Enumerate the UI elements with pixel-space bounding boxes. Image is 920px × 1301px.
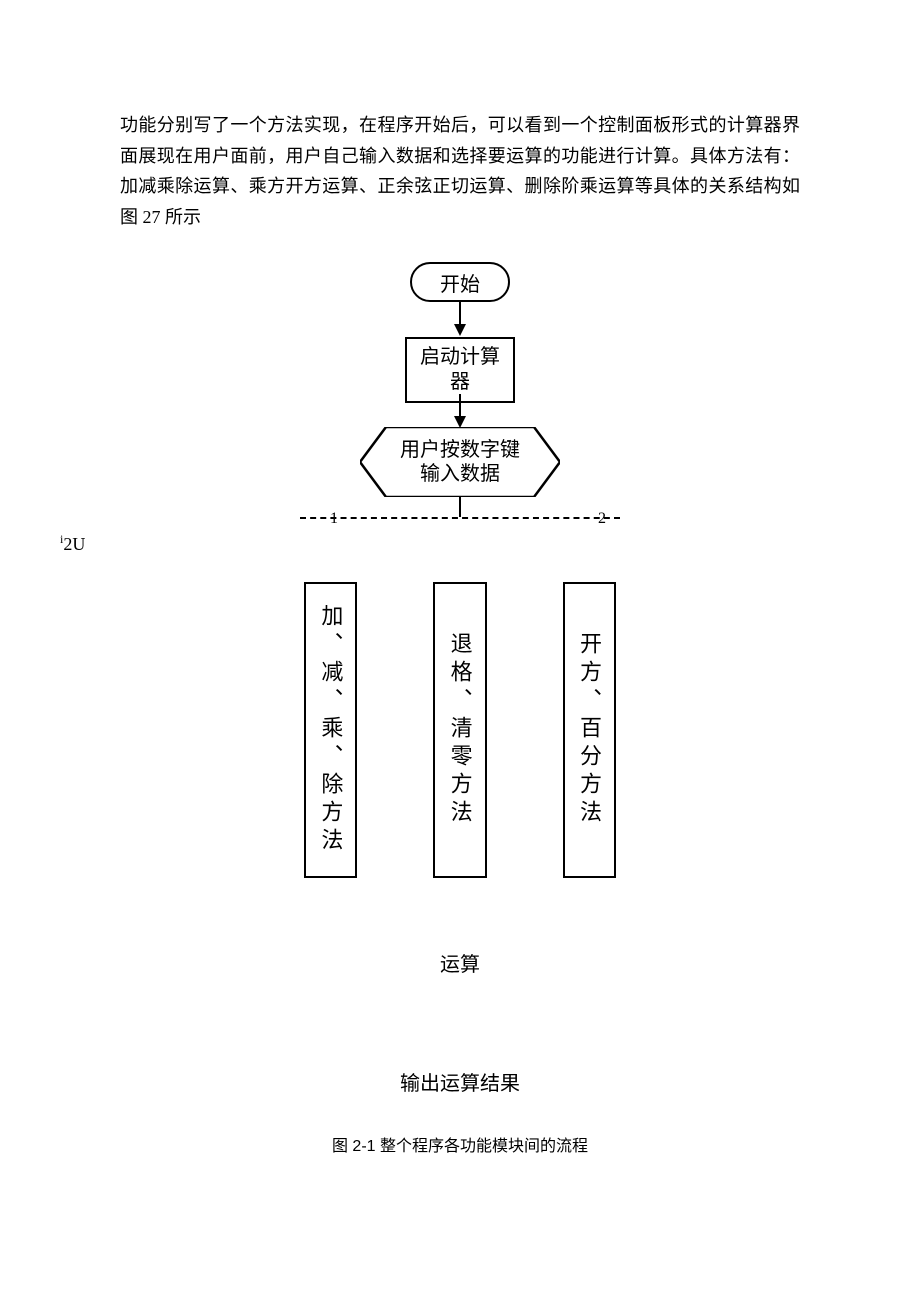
intro-paragraph: 功能分别写了一个方法实现，在程序开始后，可以看到一个控制面板形式的计算器界面展现… (120, 110, 800, 232)
flowchart-upper: 开始 启动计算 器 用户按数字键 输入数据 1 2 i2U (120, 262, 800, 582)
branch-label-left: 1 (330, 510, 338, 528)
node-input-text: 用户按数字键 输入数据 (360, 427, 560, 497)
node-start: 开始 (410, 262, 510, 302)
arrowhead (454, 324, 466, 336)
method-box-clear: 退格、清零方法 (433, 582, 486, 878)
step-output: 输出运算结果 (120, 1067, 800, 1096)
method-box-sqrt: 开方、百分方法 (563, 582, 616, 878)
connector (459, 302, 461, 324)
side-note-text: 2U (63, 534, 85, 554)
method-box-arith: 加、减、乘、除方法 (304, 582, 357, 878)
node-launch-line2: 器 (450, 370, 470, 395)
method-box-row: 加、减、乘、除方法 退格、清零方法 开方、百分方法 (120, 582, 800, 878)
step-compute: 运算 (120, 948, 800, 977)
branch-label-right: 2 (598, 510, 606, 528)
connector (459, 394, 461, 416)
figure-caption: 图 2-1 整个程序各功能模块间的流程 (120, 1132, 800, 1156)
branch-divider (300, 517, 620, 519)
connector (459, 497, 461, 517)
node-input: 用户按数字键 输入数据 (360, 427, 560, 497)
node-input-line2: 输入数据 (420, 462, 500, 486)
node-input-line1: 用户按数字键 (400, 438, 520, 462)
side-note: i2U (60, 532, 85, 555)
node-launch-line1: 启动计算 (420, 345, 500, 370)
